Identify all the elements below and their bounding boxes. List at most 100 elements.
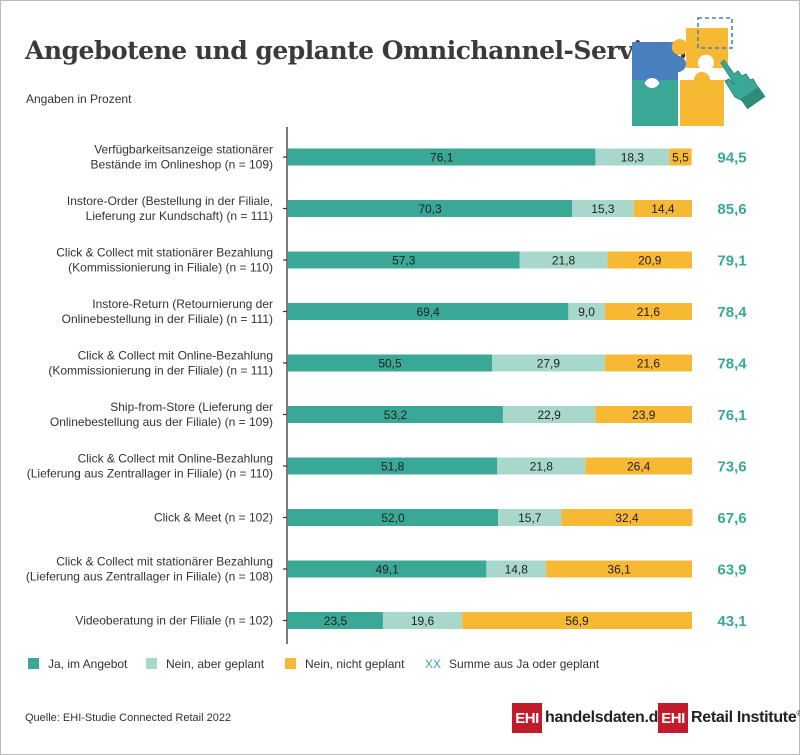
bar-segment-geplant [492,354,605,372]
handelsdaten-logo-text: handelsdaten.de [545,709,667,726]
bar-value-label-ja: 50,5 [378,357,402,371]
bar-segment-geplant [498,509,562,526]
category-label: Instore-Order (Bestellung in der Filiale… [67,194,273,223]
chart-title: Angebotene und geplante Omnichannel-Serv… [25,36,686,65]
category-label: Click & Collect mit stationärer Bezahlun… [56,246,273,275]
category-label-line: Instore-Order (Bestellung in der Filiale… [67,194,273,208]
bar-segment-ja [288,457,498,475]
category-label: Click & Collect mit stationärer Bezahlun… [26,555,273,584]
bar-value-label-geplant: 15,3 [591,202,615,216]
bar-value-label-ja: 69,4 [417,305,441,319]
bar-segment-geplant [502,406,596,423]
sum-value-label: 78,4 [717,304,747,321]
bar-value-label-nicht: 14,4 [651,202,675,216]
bar-segment-nicht [462,612,692,629]
bar-segment-ja [288,200,573,217]
category-label: Instore-Return (Retournierung der Onlineb… [62,297,273,326]
bar-segment-geplant [486,560,547,578]
bar-segment-nicht [669,148,692,166]
bar-segment-geplant [497,457,586,475]
bar-segment-ja [288,509,499,526]
stacked-bar-chart: Verfügbarkeitsanzeige stationärer Beständ… [26,127,748,644]
bar-value-label-geplant: 15,7 [518,511,542,525]
bar-value-label-geplant: 21,8 [530,460,554,474]
bar-segment-nicht [633,200,692,217]
category-label-line: Click & Collect mit stationärer Bezahlun… [56,555,273,569]
bar-row: Instore-Return (Retournierung der Onlineb… [62,297,748,326]
bar-row: Click & Collect mit stationärer Bezahlun… [26,555,747,584]
bar-value-label-geplant: 27,9 [537,357,561,371]
registered-mark: ® [796,709,800,718]
bar-row: Instore-Order (Bestellung in der Filiale… [67,194,747,223]
sum-value-label: 78,4 [717,356,747,373]
bar-segment-geplant [519,251,608,269]
chart-subtitle: Angaben in Prozent [26,92,132,106]
bar-value-label-geplant: 22,9 [538,408,562,422]
sum-value-label: 94,5 [717,150,746,167]
bar-row: Verfügbarkeitsanzeige stationärer Beständ… [91,143,747,172]
bar-row: Click & Collect mit Online-Bezahlung (Lie… [27,452,747,481]
bar-row: Videoberatung in der Filiale (n = 102) 23… [75,612,747,630]
category-label: Click & Collect mit Online-Bezahlung (Kom… [48,349,273,378]
bar-value-label-nicht: 36,1 [607,563,631,577]
category-label-line: Bestände im Onlineshop (n = 109) [91,158,273,172]
bar-value-label-geplant: 14,8 [505,563,529,577]
puzzle-hand-icon [632,17,766,126]
category-label-line: Videoberatung in der Filiale (n = 102) [75,614,273,628]
bar-segment-nicht [561,509,693,526]
bar-value-label-ja: 51,8 [381,460,405,474]
bar-value-label-nicht: 21,6 [637,357,661,371]
bar-value-label-geplant: 21,8 [552,254,576,268]
category-label: Click & Collect mit Online-Bezahlung (Lie… [27,452,273,481]
bar-segment-ja [288,560,487,578]
bar-value-label-nicht: 26,4 [627,460,651,474]
legend-item-nicht: Nein, nicht geplant [285,657,404,671]
category-label-line: Verfügbarkeitsanzeige stationärer [94,143,273,157]
legend-item-ja: Ja, im Angebot [28,657,127,671]
bar-segment-ja [288,354,493,372]
bar-segment-ja [288,303,569,320]
ehi-logo-box: EHI [658,703,688,733]
bar-value-label-ja: 23,5 [324,614,348,628]
sum-value-label: 85,6 [717,201,746,218]
handelsdaten-logo: EHI handelsdaten.de [512,703,667,733]
bar-value-label-nicht: 5,5 [672,151,689,165]
bar-row: Click & Collect mit stationärer Bezahlun… [56,246,746,275]
ehi-retail-institute-logo: EHI Retail Institute® [658,703,800,733]
sum-value-label: 79,1 [717,253,746,270]
category-label-line: Ship-from-Store (Lieferung der [110,400,273,414]
bar-segment-nicht [546,560,692,578]
bar-value-label-nicht: 32,4 [615,511,639,525]
category-label-line: Onlinebestellung in der Filiale) (n = 11… [62,312,273,326]
bar-value-label-geplant: 18,3 [621,151,645,165]
bar-value-label-ja: 57,3 [392,254,416,268]
bar-value-label-ja: 52,0 [381,511,405,525]
sum-value-label: 76,1 [717,407,746,424]
legend-label-geplant: Nein, aber geplant [166,657,265,671]
bar-segment-ja [288,406,503,423]
legend-sum-marker: XX [425,657,442,671]
bar-value-label-ja: 49,1 [376,563,400,577]
bar-value-label-nicht: 23,9 [632,408,656,422]
sum-value-label: 43,1 [717,613,746,630]
sum-value-label: 63,9 [717,562,746,579]
bar-segment-geplant [382,612,463,629]
bar-segment-nicht [604,354,692,372]
category-label-line: Lieferung zur Kundschaft) (n = 111) [86,209,273,223]
category-label-line: Click & Collect mit Online-Bezahlung [78,452,273,466]
category-label-line: Click & Collect mit Online-Bezahlung [78,349,273,363]
bar-value-label-nicht: 21,6 [637,305,661,319]
category-label-line: Click & Meet (n = 102) [154,511,273,525]
legend-item-sum: XX Summe aus Ja oder geplant [425,657,599,671]
bar-value-label-ja: 53,2 [384,408,408,422]
source-note: Quelle: EHI-Studie Connected Retail 2022 [25,712,232,724]
bar-row: Click & Meet (n = 102) 52,0 15,7 32,4 67,6 [154,509,747,527]
bar-segment-ja [288,612,383,629]
bar-segment-ja [288,251,520,269]
bar-row: Ship-from-Store (Lieferung der Onlinebest… [50,400,747,429]
legend-label-nicht: Nein, nicht geplant [305,657,405,671]
category-label-line: (Kommissionierung in der Filiale) (n = 1… [48,364,273,378]
legend-item-geplant: Nein, aber geplant [146,657,264,671]
category-label: Ship-from-Store (Lieferung der Onlinebest… [50,400,273,429]
bar-segment-ja [288,148,596,166]
